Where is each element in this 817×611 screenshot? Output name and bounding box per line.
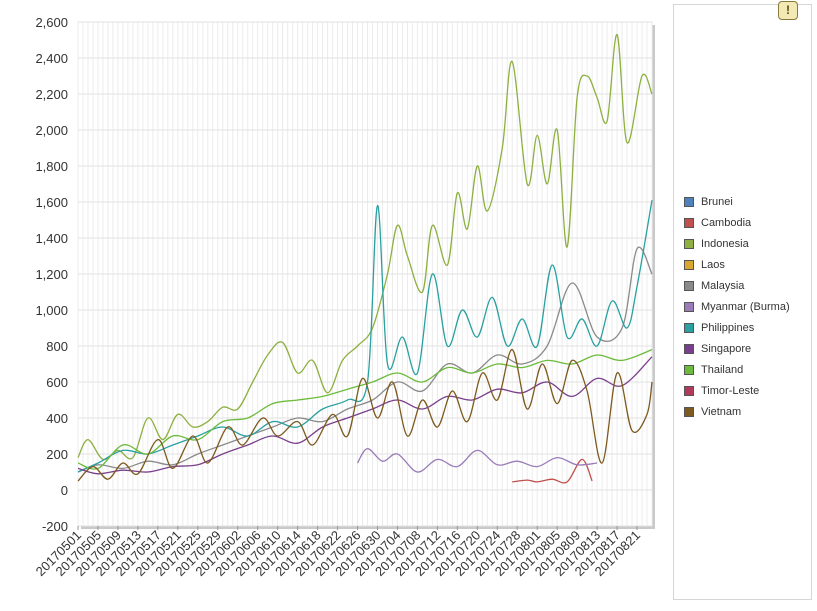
legend-label: Indonesia — [701, 237, 749, 250]
y-tick-label: 400 — [46, 411, 68, 426]
y-tick-label: 200 — [46, 447, 68, 462]
series-line-myanmar-burma — [356, 447, 598, 473]
series-line-cambodia — [512, 458, 593, 484]
legend-label: Cambodia — [701, 216, 752, 229]
y-tick-label: 1,600 — [35, 195, 68, 210]
legend-item-brunei[interactable]: Brunei — [684, 191, 790, 212]
series-line-vietnam — [77, 348, 653, 482]
legend-swatch — [684, 217, 694, 228]
legend-item-thailand[interactable]: Thailand — [684, 359, 790, 380]
y-tick-label: 1,400 — [35, 231, 68, 246]
y-tick-label: 2,000 — [35, 123, 68, 138]
legend-label: Vietnam — [701, 405, 742, 418]
legend-item-myanmar-burma[interactable]: Myanmar (Burma) — [684, 296, 790, 317]
y-tick-label: 600 — [46, 375, 68, 390]
legend-panel: Brunei Cambodia Indonesia Laos Malaysia Myanm… — [673, 4, 812, 600]
legend-swatch — [684, 385, 694, 396]
legend-label: Laos — [701, 258, 725, 271]
legend-swatch — [684, 196, 694, 207]
legend-swatch — [684, 322, 694, 333]
legend: Brunei Cambodia Indonesia Laos Malaysia Myanm… — [684, 191, 790, 422]
legend-item-malaysia[interactable]: Malaysia — [684, 275, 790, 296]
legend-item-singapore[interactable]: Singapore — [684, 338, 790, 359]
series-line-philippines — [77, 200, 653, 473]
legend-label: Brunei — [701, 195, 733, 208]
legend-swatch — [684, 238, 694, 249]
legend-label: Philippines — [701, 321, 755, 334]
legend-item-philippines[interactable]: Philippines — [684, 317, 790, 338]
legend-label: Thailand — [701, 363, 744, 376]
y-tick-label: 2,600 — [35, 15, 68, 30]
legend-label: Malaysia — [701, 279, 745, 292]
y-tick-label: 2,200 — [35, 87, 68, 102]
line-chart: -200 0 200 400 600 800 1,000 1,200 1,400 1,600 1,8… — [33, 15, 655, 579]
y-tick-label: 800 — [46, 339, 68, 354]
legend-swatch — [684, 364, 694, 375]
y-tick-label: 1,000 — [35, 303, 68, 318]
series-line-malaysia — [77, 246, 653, 473]
legend-swatch — [684, 280, 694, 291]
legend-item-vietnam[interactable]: Vietnam — [684, 401, 790, 422]
legend-swatch — [684, 406, 694, 417]
y-tick-label: 1,800 — [35, 159, 68, 174]
legend-label: Myanmar (Burma) — [701, 300, 790, 313]
legend-item-cambodia[interactable]: Cambodia — [684, 212, 790, 233]
legend-swatch — [684, 343, 694, 354]
legend-label: Singapore — [701, 342, 752, 355]
y-tick-label: 0 — [61, 483, 68, 498]
chart-area: -200 0 200 400 600 800 1,000 1,200 1,400 1,600 1,8… — [33, 15, 655, 579]
warning-icon[interactable]: ! — [778, 1, 798, 20]
legend-swatch — [684, 259, 694, 270]
legend-item-indonesia[interactable]: Indonesia — [684, 233, 790, 254]
legend-item-timor-leste[interactable]: Timor-Leste — [684, 380, 790, 401]
series-line-indonesia — [77, 33, 653, 461]
legend-label: Timor-Leste — [701, 384, 760, 397]
y-tick-label: 1,200 — [35, 267, 68, 282]
legend-item-laos[interactable]: Laos — [684, 254, 790, 275]
y-tick-label: 2,400 — [35, 51, 68, 66]
y-tick-label: -200 — [42, 519, 68, 534]
legend-swatch — [684, 301, 694, 312]
